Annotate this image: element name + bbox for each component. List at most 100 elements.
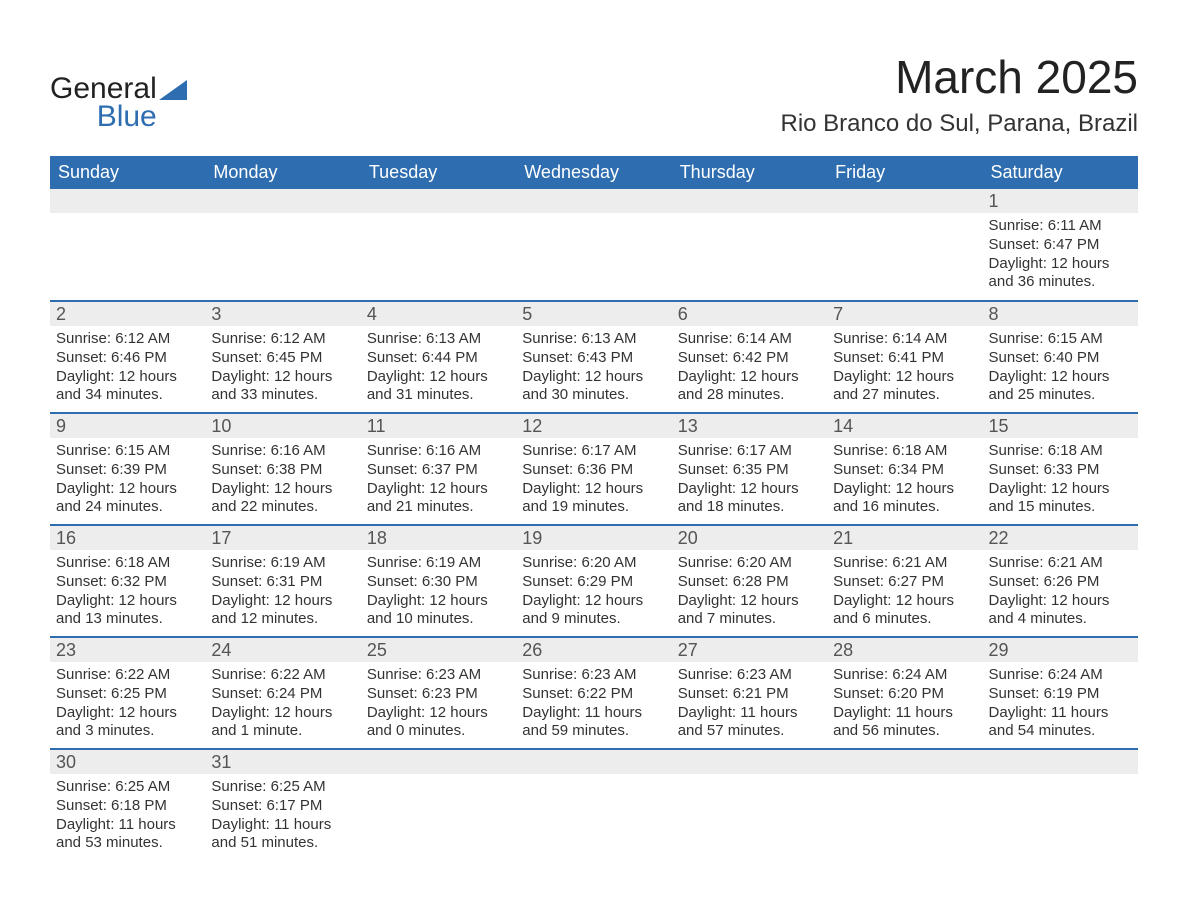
daylight-line: Daylight: 12 hours and 34 minutes. bbox=[56, 368, 199, 406]
daylight-line: Daylight: 12 hours and 19 minutes. bbox=[522, 480, 665, 518]
calendar-day-cell bbox=[516, 189, 671, 301]
daylight-line: Daylight: 11 hours and 57 minutes. bbox=[678, 704, 821, 742]
sunrise-line: Sunrise: 6:25 AM bbox=[211, 778, 354, 797]
sunrise-line: Sunrise: 6:17 AM bbox=[522, 442, 665, 461]
sunrise-line: Sunrise: 6:21 AM bbox=[989, 554, 1132, 573]
page-header: General Blue March 2025 Rio Branco do Su… bbox=[50, 50, 1138, 138]
sunset-line: Sunset: 6:47 PM bbox=[989, 236, 1132, 255]
sunset-line: Sunset: 6:25 PM bbox=[56, 685, 199, 704]
day-content: Sunrise: 6:13 AMSunset: 6:44 PMDaylight:… bbox=[361, 326, 516, 409]
day-number: 14 bbox=[827, 414, 982, 438]
sunset-line: Sunset: 6:24 PM bbox=[211, 685, 354, 704]
sunrise-line: Sunrise: 6:18 AM bbox=[989, 442, 1132, 461]
day-number: 19 bbox=[516, 526, 671, 550]
calendar-day-cell: 18Sunrise: 6:19 AMSunset: 6:30 PMDayligh… bbox=[361, 525, 516, 637]
day-content: Sunrise: 6:17 AMSunset: 6:36 PMDaylight:… bbox=[516, 438, 671, 521]
day-number bbox=[983, 750, 1138, 774]
day-number: 27 bbox=[672, 638, 827, 662]
sunrise-line: Sunrise: 6:13 AM bbox=[522, 330, 665, 349]
calendar-day-cell: 23Sunrise: 6:22 AMSunset: 6:25 PMDayligh… bbox=[50, 637, 205, 749]
sunset-line: Sunset: 6:39 PM bbox=[56, 461, 199, 480]
sunrise-line: Sunrise: 6:25 AM bbox=[56, 778, 199, 797]
calendar-day-cell: 7Sunrise: 6:14 AMSunset: 6:41 PMDaylight… bbox=[827, 301, 982, 413]
sunset-line: Sunset: 6:36 PM bbox=[522, 461, 665, 480]
day-number bbox=[205, 189, 360, 213]
calendar-day-cell: 31Sunrise: 6:25 AMSunset: 6:17 PMDayligh… bbox=[205, 749, 360, 861]
day-content: Sunrise: 6:16 AMSunset: 6:37 PMDaylight:… bbox=[361, 438, 516, 521]
calendar-day-cell: 5Sunrise: 6:13 AMSunset: 6:43 PMDaylight… bbox=[516, 301, 671, 413]
calendar-table: SundayMondayTuesdayWednesdayThursdayFrid… bbox=[50, 156, 1138, 861]
day-number: 8 bbox=[983, 302, 1138, 326]
day-number: 15 bbox=[983, 414, 1138, 438]
calendar-week-row: 23Sunrise: 6:22 AMSunset: 6:25 PMDayligh… bbox=[50, 637, 1138, 749]
day-content: Sunrise: 6:19 AMSunset: 6:31 PMDaylight:… bbox=[205, 550, 360, 633]
calendar-day-cell: 2Sunrise: 6:12 AMSunset: 6:46 PMDaylight… bbox=[50, 301, 205, 413]
day-number: 6 bbox=[672, 302, 827, 326]
sunset-line: Sunset: 6:18 PM bbox=[56, 797, 199, 816]
daylight-line: Daylight: 11 hours and 53 minutes. bbox=[56, 816, 199, 854]
calendar-day-cell bbox=[50, 189, 205, 301]
day-number: 13 bbox=[672, 414, 827, 438]
day-number: 28 bbox=[827, 638, 982, 662]
calendar-day-cell: 15Sunrise: 6:18 AMSunset: 6:33 PMDayligh… bbox=[983, 413, 1138, 525]
daylight-line: Daylight: 12 hours and 27 minutes. bbox=[833, 368, 976, 406]
sunset-line: Sunset: 6:29 PM bbox=[522, 573, 665, 592]
calendar-week-row: 1Sunrise: 6:11 AMSunset: 6:47 PMDaylight… bbox=[50, 189, 1138, 301]
daylight-line: Daylight: 12 hours and 31 minutes. bbox=[367, 368, 510, 406]
calendar-day-cell: 20Sunrise: 6:20 AMSunset: 6:28 PMDayligh… bbox=[672, 525, 827, 637]
calendar-day-cell bbox=[983, 749, 1138, 861]
daylight-line: Daylight: 11 hours and 51 minutes. bbox=[211, 816, 354, 854]
daylight-line: Daylight: 12 hours and 28 minutes. bbox=[678, 368, 821, 406]
sunset-line: Sunset: 6:27 PM bbox=[833, 573, 976, 592]
daylight-line: Daylight: 12 hours and 3 minutes. bbox=[56, 704, 199, 742]
sunset-line: Sunset: 6:42 PM bbox=[678, 349, 821, 368]
calendar-day-cell: 19Sunrise: 6:20 AMSunset: 6:29 PMDayligh… bbox=[516, 525, 671, 637]
day-number: 4 bbox=[361, 302, 516, 326]
calendar-day-cell: 1Sunrise: 6:11 AMSunset: 6:47 PMDaylight… bbox=[983, 189, 1138, 301]
weekday-header: Sunday bbox=[50, 156, 205, 189]
sunset-line: Sunset: 6:34 PM bbox=[833, 461, 976, 480]
sunrise-line: Sunrise: 6:16 AM bbox=[211, 442, 354, 461]
day-number: 17 bbox=[205, 526, 360, 550]
sunrise-line: Sunrise: 6:12 AM bbox=[56, 330, 199, 349]
sunrise-line: Sunrise: 6:15 AM bbox=[989, 330, 1132, 349]
calendar-day-cell: 10Sunrise: 6:16 AMSunset: 6:38 PMDayligh… bbox=[205, 413, 360, 525]
sunrise-line: Sunrise: 6:11 AM bbox=[989, 217, 1132, 236]
day-content: Sunrise: 6:12 AMSunset: 6:45 PMDaylight:… bbox=[205, 326, 360, 409]
calendar-day-cell bbox=[827, 189, 982, 301]
sunrise-line: Sunrise: 6:18 AM bbox=[56, 554, 199, 573]
daylight-line: Daylight: 12 hours and 18 minutes. bbox=[678, 480, 821, 518]
day-number: 26 bbox=[516, 638, 671, 662]
day-number: 1 bbox=[983, 189, 1138, 213]
day-content: Sunrise: 6:23 AMSunset: 6:22 PMDaylight:… bbox=[516, 662, 671, 745]
daylight-line: Daylight: 12 hours and 12 minutes. bbox=[211, 592, 354, 630]
daylight-line: Daylight: 12 hours and 33 minutes. bbox=[211, 368, 354, 406]
sunrise-line: Sunrise: 6:19 AM bbox=[211, 554, 354, 573]
daylight-line: Daylight: 12 hours and 24 minutes. bbox=[56, 480, 199, 518]
day-content: Sunrise: 6:25 AMSunset: 6:17 PMDaylight:… bbox=[205, 774, 360, 857]
sunset-line: Sunset: 6:35 PM bbox=[678, 461, 821, 480]
sunrise-line: Sunrise: 6:19 AM bbox=[367, 554, 510, 573]
location: Rio Branco do Sul, Parana, Brazil bbox=[780, 110, 1138, 138]
sunset-line: Sunset: 6:37 PM bbox=[367, 461, 510, 480]
sunset-line: Sunset: 6:40 PM bbox=[989, 349, 1132, 368]
calendar-header-row: SundayMondayTuesdayWednesdayThursdayFrid… bbox=[50, 156, 1138, 189]
day-content: Sunrise: 6:23 AMSunset: 6:21 PMDaylight:… bbox=[672, 662, 827, 745]
calendar-day-cell: 8Sunrise: 6:15 AMSunset: 6:40 PMDaylight… bbox=[983, 301, 1138, 413]
day-content: Sunrise: 6:14 AMSunset: 6:42 PMDaylight:… bbox=[672, 326, 827, 409]
daylight-line: Daylight: 12 hours and 0 minutes. bbox=[367, 704, 510, 742]
sunrise-line: Sunrise: 6:12 AM bbox=[211, 330, 354, 349]
calendar-day-cell bbox=[827, 749, 982, 861]
day-number: 2 bbox=[50, 302, 205, 326]
logo-triangle-icon bbox=[159, 80, 187, 100]
sunrise-line: Sunrise: 6:13 AM bbox=[367, 330, 510, 349]
sunrise-line: Sunrise: 6:15 AM bbox=[56, 442, 199, 461]
day-number bbox=[361, 189, 516, 213]
weekday-header: Monday bbox=[205, 156, 360, 189]
calendar-day-cell: 11Sunrise: 6:16 AMSunset: 6:37 PMDayligh… bbox=[361, 413, 516, 525]
sunrise-line: Sunrise: 6:24 AM bbox=[833, 666, 976, 685]
calendar-day-cell: 14Sunrise: 6:18 AMSunset: 6:34 PMDayligh… bbox=[827, 413, 982, 525]
calendar-day-cell bbox=[205, 189, 360, 301]
day-content: Sunrise: 6:16 AMSunset: 6:38 PMDaylight:… bbox=[205, 438, 360, 521]
daylight-line: Daylight: 12 hours and 1 minute. bbox=[211, 704, 354, 742]
